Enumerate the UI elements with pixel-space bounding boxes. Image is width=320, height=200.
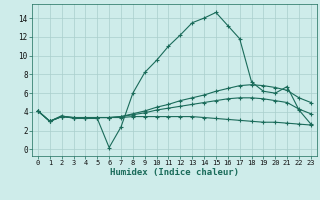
X-axis label: Humidex (Indice chaleur): Humidex (Indice chaleur) [110, 168, 239, 177]
